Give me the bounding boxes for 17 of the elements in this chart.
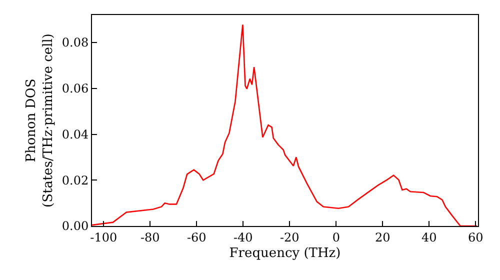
x-axis-title: Frequency (THz) <box>229 246 341 261</box>
x-tick-label: -80 <box>140 230 160 244</box>
x-tick-label: -20 <box>280 230 300 244</box>
x-tick-label: 20 <box>375 230 390 244</box>
x-tick-label: 60 <box>468 230 484 244</box>
x-tick-label: -40 <box>233 230 253 244</box>
y-tick-label: 0.08 <box>62 36 89 50</box>
x-tick-label: 40 <box>422 230 437 244</box>
x-tick-label: -60 <box>186 230 206 244</box>
y-tick-label: 0.00 <box>62 219 89 234</box>
y-tick-label: 0.06 <box>62 82 89 96</box>
x-tick-label: 0 <box>332 230 340 244</box>
x-tick-label: -100 <box>90 230 118 244</box>
y-axis-title: Phonon DOS (States/THz·primitive cell) <box>24 33 56 208</box>
y-tick-label: 0.04 <box>62 127 89 142</box>
y-tick-label: 0.02 <box>62 173 89 188</box>
line-series <box>92 24 478 226</box>
